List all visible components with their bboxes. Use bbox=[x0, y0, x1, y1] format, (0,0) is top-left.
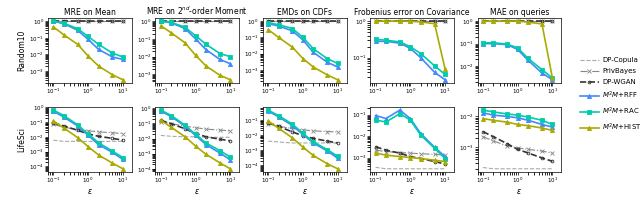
Legend: DP-Copula, PrivBayes, DP-WGAN, $M^2M$+RFF, $M^2M$+RAC, $M^2M$+HIST: DP-Copula, PrivBayes, DP-WGAN, $M^2M$+RF… bbox=[577, 54, 640, 136]
Y-axis label: LifeSci: LifeSci bbox=[17, 127, 26, 152]
Title: Frobenius error on Covariance: Frobenius error on Covariance bbox=[355, 8, 470, 17]
X-axis label: $\varepsilon$: $\varepsilon$ bbox=[195, 187, 200, 196]
Title: MRE on Mean: MRE on Mean bbox=[64, 8, 116, 17]
X-axis label: $\varepsilon$: $\varepsilon$ bbox=[516, 187, 522, 196]
X-axis label: $\varepsilon$: $\varepsilon$ bbox=[301, 187, 308, 196]
X-axis label: $\varepsilon$: $\varepsilon$ bbox=[409, 187, 415, 196]
Y-axis label: Random10: Random10 bbox=[18, 30, 27, 71]
Title: EMDs on CDFs: EMDs on CDFs bbox=[277, 8, 332, 17]
Title: MAE on queries: MAE on queries bbox=[490, 8, 549, 17]
X-axis label: $\varepsilon$: $\varepsilon$ bbox=[87, 187, 93, 196]
Title: MRE on $2^{nd}$-order Moment: MRE on $2^{nd}$-order Moment bbox=[147, 5, 248, 17]
